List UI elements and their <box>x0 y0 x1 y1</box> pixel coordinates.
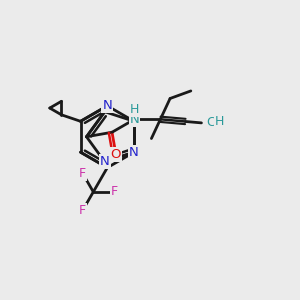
Text: H: H <box>215 115 224 128</box>
Text: F: F <box>79 167 86 180</box>
Text: O: O <box>110 148 121 161</box>
Text: C: C <box>206 116 214 129</box>
Text: F: F <box>79 204 86 217</box>
Text: N: N <box>102 99 112 112</box>
Text: N: N <box>129 146 139 159</box>
Text: H: H <box>130 103 139 116</box>
Text: N: N <box>100 155 110 168</box>
Text: F: F <box>111 185 118 198</box>
Text: N: N <box>130 113 139 126</box>
